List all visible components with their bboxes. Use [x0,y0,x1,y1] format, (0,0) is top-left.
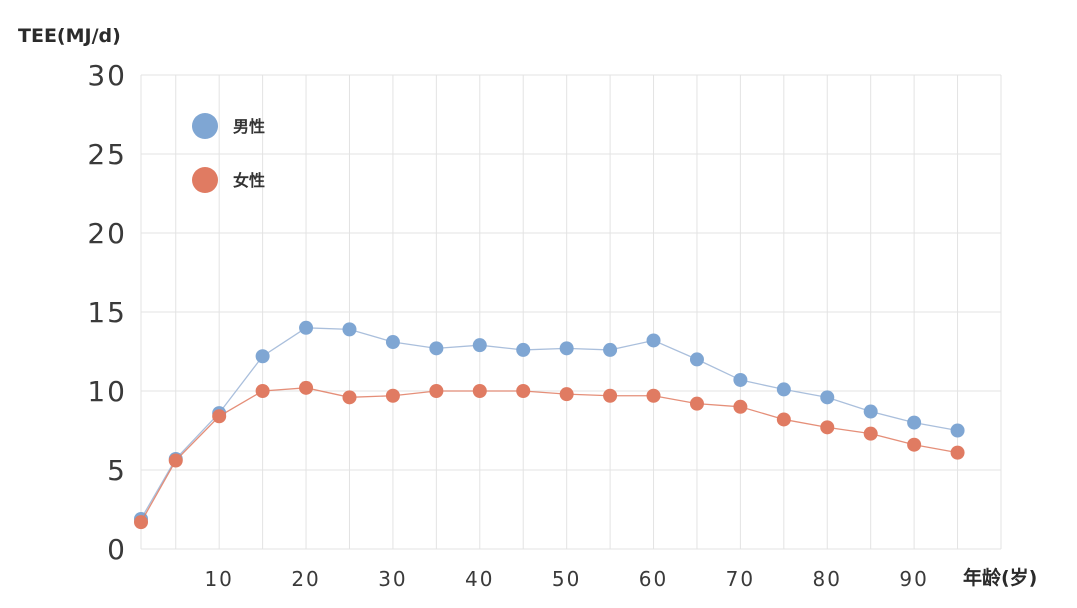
y-tick-label: 10 [87,375,127,408]
y-axis-ticks: 0 5 10 15 20 25 30 [87,59,127,566]
data-point [516,342,531,357]
series-female [134,380,965,530]
data-point [212,409,227,424]
data-point [516,384,531,398]
x-tick-label: 30 [378,567,407,591]
data-point [603,388,618,403]
data-point [689,352,704,367]
data-point [299,320,314,335]
data-point [776,412,791,427]
data-point [342,390,357,405]
x-axis-ticks: 10 20 30 40 50 60 70 80 90 [204,567,928,591]
data-point [255,349,270,364]
data-point [385,335,400,350]
data-point [689,396,704,411]
data-point [863,426,878,441]
data-point [472,338,487,353]
x-tick-label: 10 [204,567,233,591]
data-point [950,423,965,438]
data-point [299,380,314,395]
series-line [140,387,958,523]
legend-marker [192,167,218,193]
data-point [820,420,835,435]
series-layer [134,320,965,530]
y-tick-label: 5 [107,454,127,487]
x-tick-label: 70 [726,567,755,591]
data-point [950,445,965,460]
data-point [255,384,270,398]
y-tick-label: 30 [87,59,127,92]
legend-marker [192,113,218,139]
x-tick-label: 60 [639,567,668,591]
y-axis-title: TEE(MJ/d) [18,25,121,47]
gridlines [140,74,1002,550]
data-point [907,415,922,430]
data-point [733,399,748,414]
data-point [733,372,748,387]
series-line [140,327,958,520]
y-tick-label: 20 [87,217,127,250]
data-point [907,437,922,452]
x-axis-title: 年龄(岁) [963,566,1037,589]
data-point [776,382,791,397]
data-point [385,388,400,403]
data-point [429,341,444,356]
x-tick-label: 90 [899,567,928,591]
data-point [863,404,878,419]
data-point [559,341,574,356]
x-tick-label: 50 [552,567,581,591]
series-male [134,320,965,526]
data-point [472,384,487,398]
x-tick-label: 80 [813,567,842,591]
y-tick-label: 0 [107,533,127,566]
x-tick-label: 40 [465,567,494,591]
x-tick-label: 20 [291,567,320,591]
y-tick-label: 15 [87,296,127,329]
y-tick-label: 25 [87,138,127,171]
data-point [134,515,148,530]
legend-label: 女性 [233,171,265,190]
data-point [342,322,357,337]
data-point [646,388,661,403]
data-point [820,390,835,405]
data-point [429,384,444,398]
legend-label: 男性 [233,117,265,136]
data-point [559,387,574,402]
data-point [603,342,618,357]
data-point [168,453,183,468]
data-point [646,333,661,348]
